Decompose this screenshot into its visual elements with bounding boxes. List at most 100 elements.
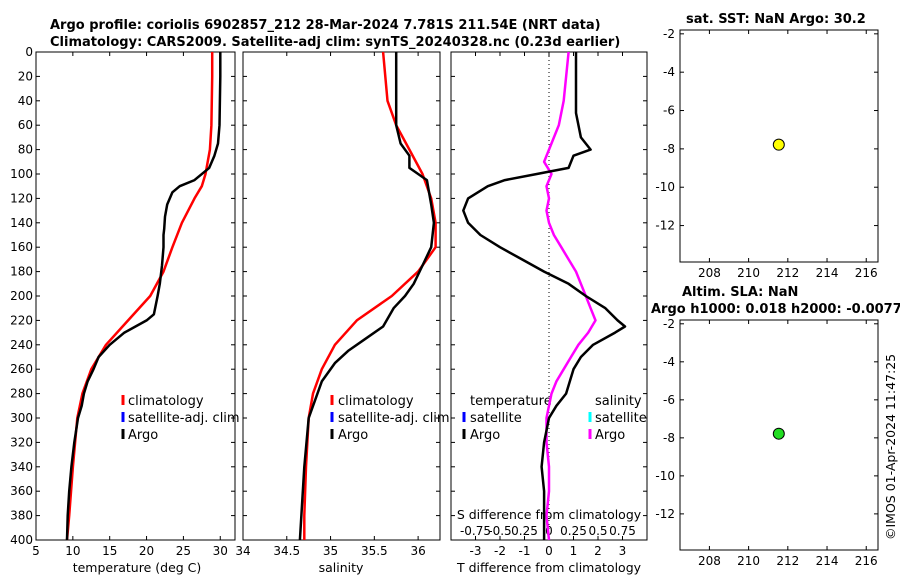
- ytick-label: -6: [663, 104, 675, 118]
- ytick-label: -8: [663, 142, 675, 156]
- legend-satellite-adj: satellite-adj. clim: [128, 411, 240, 426]
- salinity-legend: climatology satellite-adj. clim Argo: [338, 394, 450, 443]
- ytick-label: 80: [18, 143, 33, 157]
- legend-salinity: salinity: [595, 394, 642, 409]
- xtick-label: 208: [698, 554, 721, 568]
- xtick-label: 36: [410, 544, 425, 558]
- x2tick-label: 0.5: [588, 524, 607, 538]
- title-line-2: Climatology: CARS2009. Satellite-adj cli…: [50, 35, 620, 50]
- ytick-label: -10: [655, 469, 675, 483]
- legend-temperature: temperature: [470, 394, 552, 409]
- xtick-label: -1: [519, 544, 531, 558]
- ytick-label: -4: [663, 65, 675, 79]
- axes-sst: [679, 29, 879, 263]
- watermark: ©IMOS 01-Apr-2024 11:47:25: [883, 354, 898, 540]
- salinity-xlabel: salinity: [319, 560, 364, 575]
- xtick-label: 3: [619, 544, 627, 558]
- xtick-label: -3: [470, 544, 482, 558]
- ytick-label: 40: [18, 94, 33, 108]
- ytick-label: 60: [18, 118, 33, 132]
- xtick-label: 216: [855, 266, 878, 280]
- legend-s-argo: Argo: [595, 428, 625, 443]
- xtick-label: 2: [594, 544, 602, 558]
- ytick-label: -6: [663, 393, 675, 407]
- xtick-label: 35: [323, 544, 338, 558]
- ytick-label: 260: [10, 362, 33, 376]
- ytick-label: 280: [10, 387, 33, 401]
- xtick-label: 208: [698, 266, 721, 280]
- xtick-label: 212: [776, 554, 799, 568]
- xtick-label: 216: [855, 554, 878, 568]
- xtick-label: 1: [570, 544, 578, 558]
- legend-t-argo: Argo: [470, 428, 500, 443]
- x2tick-label: 0.75: [609, 524, 636, 538]
- xtick-label: 10: [65, 544, 80, 558]
- legend-t-satellite: satellite: [470, 411, 522, 426]
- sst-point: [772, 138, 785, 151]
- x2tick-label: -0.5: [488, 524, 511, 538]
- sla-title: Altim. SLA: NaN: [682, 285, 798, 300]
- x2tick-label: -0.75: [460, 524, 491, 538]
- ytick-label: -4: [663, 355, 675, 369]
- xtick-label: 30: [213, 544, 228, 558]
- diff-xlabel: T difference from climatology: [456, 560, 642, 575]
- xtick-label: 214: [816, 266, 839, 280]
- ytick-label: -8: [663, 431, 675, 445]
- xtick-label: 25: [176, 544, 191, 558]
- ytick-label: 400: [10, 533, 33, 547]
- legend-climatology: climatology: [338, 394, 414, 409]
- salinity-climatology-line: [303, 51, 437, 540]
- ytick-label: 160: [10, 240, 33, 254]
- ytick-label: 0: [25, 45, 33, 59]
- xtick-label: 214: [816, 554, 839, 568]
- temperature-legend: climatology satellite-adj. clim Argo: [128, 394, 240, 443]
- xtick-label: 0: [545, 544, 553, 558]
- temperature-diff-line: [462, 52, 627, 540]
- ytick-label: 340: [10, 460, 33, 474]
- ytick-label: 140: [10, 216, 33, 230]
- sst-title: sat. SST: NaN Argo: 30.2: [686, 12, 866, 27]
- ytick-label: 120: [10, 191, 33, 205]
- xtick-label: 15: [102, 544, 117, 558]
- ytick-label: -10: [655, 180, 675, 194]
- temperature-argo-line: [65, 52, 222, 541]
- sla-point: [772, 427, 785, 440]
- ytick-label: 220: [10, 313, 33, 327]
- ytick-label: 20: [18, 69, 33, 83]
- ytick-label: 380: [10, 509, 33, 523]
- ytick-label: -12: [655, 507, 675, 521]
- ytick-label: -12: [655, 219, 675, 233]
- ytick-label: 100: [10, 167, 33, 181]
- legend-climatology: climatology: [128, 394, 204, 409]
- legend-argo: Argo: [128, 428, 158, 443]
- difference-legend: temperature satellite Argo salinity sate…: [470, 394, 647, 443]
- xtick-label: 5: [32, 544, 40, 558]
- axes-temperature: [35, 51, 236, 541]
- title-line-1: Argo profile: coriolis 6902857_212 28-Ma…: [50, 18, 601, 33]
- ytick-label: 320: [10, 435, 33, 449]
- x2tick-label: 0.25: [560, 524, 587, 538]
- legend-s-satellite: satellite: [595, 411, 647, 426]
- ytick-label: 240: [10, 338, 33, 352]
- legend-satellite-adj: satellite-adj. clim: [338, 411, 450, 426]
- ytick-label: -2: [663, 317, 675, 331]
- temperature-climatology-line: [65, 52, 214, 541]
- ytick-label: 200: [10, 289, 33, 303]
- xtick-label: 210: [737, 266, 760, 280]
- xtick-label: 35.5: [361, 544, 388, 558]
- sla-title-2: Argo h1000: 0.018 h2000: -0.0077: [651, 302, 900, 317]
- ytick-label: 180: [10, 265, 33, 279]
- xtick-label: 212: [776, 266, 799, 280]
- ytick-label: 300: [10, 411, 33, 425]
- salinity-argo-line: [298, 52, 436, 541]
- ytick-label: 360: [10, 484, 33, 498]
- xtick-label: 210: [737, 554, 760, 568]
- legend-argo: Argo: [338, 428, 368, 443]
- axes-sla: [679, 319, 879, 551]
- xtick-label: -2: [494, 544, 506, 558]
- xtick-label: 34.5: [273, 544, 300, 558]
- xtick-label: 20: [139, 544, 154, 558]
- diff-x2label: S difference from climatology: [457, 507, 642, 522]
- ytick-label: -2: [663, 27, 675, 41]
- temperature-xlabel: temperature (deg C): [73, 560, 202, 575]
